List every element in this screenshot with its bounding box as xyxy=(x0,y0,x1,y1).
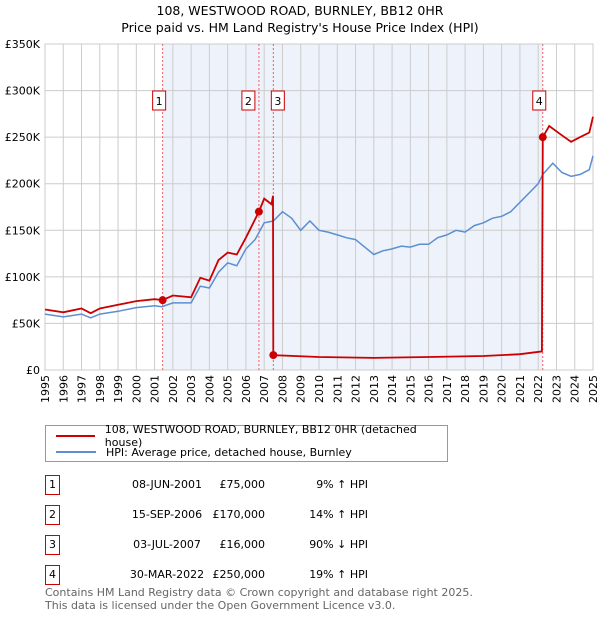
y-tick-label: £200K xyxy=(5,178,41,191)
x-tick-label: 2025 xyxy=(587,375,600,403)
sale-marker-box xyxy=(270,90,285,111)
chart-subtitle: Price paid vs. HM Land Registry's House … xyxy=(121,20,479,35)
x-tick-label: 2010 xyxy=(313,375,326,403)
sale-marker-number: 2 xyxy=(45,505,60,525)
legend-label-hpi: HPI: Average price, detached house, Burn… xyxy=(106,445,352,459)
x-tick-label: 2016 xyxy=(423,375,436,403)
x-tick-label: 2005 xyxy=(222,375,235,403)
sale-point xyxy=(269,351,278,360)
x-tick-label: 2017 xyxy=(441,375,454,403)
x-tick-label: 2020 xyxy=(496,375,509,403)
y-tick-label: £350K xyxy=(5,38,41,51)
y-tick-label: £250K xyxy=(5,131,41,144)
x-tick-label: 2018 xyxy=(459,375,472,403)
sale-point xyxy=(254,207,263,216)
sale-period-shade xyxy=(162,44,543,370)
chart-title: 108, WESTWOOD ROAD, BURNLEY, BB12 0HR xyxy=(156,3,444,18)
x-tick-label: 2014 xyxy=(386,375,399,403)
sale-marker-box xyxy=(241,90,256,111)
y-tick-label: £100K xyxy=(5,271,41,284)
x-tick-label: 2011 xyxy=(331,375,344,403)
sale-row: 3 03-JUL-2007 £16,000 90% ↓ HPI xyxy=(45,535,375,555)
x-tick-label: 2003 xyxy=(185,375,198,403)
sale-point xyxy=(158,296,167,305)
y-tick-label: £300K xyxy=(5,85,41,98)
x-tick-label: 2007 xyxy=(258,375,271,403)
legend: 108, WESTWOOD ROAD, BURNLEY, BB12 0HR (d… xyxy=(45,423,448,462)
x-tick-label: 2004 xyxy=(203,375,216,403)
y-tick-label: £50K xyxy=(12,317,41,330)
sale-hpi-diff: 19% ↑ HPI xyxy=(309,568,368,581)
x-tick-label: 2001 xyxy=(149,375,162,403)
x-tick-label: 2021 xyxy=(514,375,527,403)
footer-licence: This data is licensed under the Open Gov… xyxy=(45,599,396,612)
sale-row: 4 30-MAR-2022 £250,000 19% ↑ HPI xyxy=(45,565,375,585)
x-tick-label: 2022 xyxy=(532,375,545,403)
x-tick-label: 2000 xyxy=(130,375,143,403)
footer: Contains HM Land Registry data © Crown c… xyxy=(45,586,473,612)
x-tick-label: 2024 xyxy=(569,375,582,403)
legend-item-property: 108, WESTWOOD ROAD, BURNLEY, BB12 0HR (d… xyxy=(56,423,447,449)
sale-marker-box xyxy=(532,90,547,111)
x-tick-label: 2006 xyxy=(240,375,253,403)
x-tick-label: 1995 xyxy=(39,375,52,403)
x-tick-label: 2008 xyxy=(276,375,289,403)
x-tick-label: 1997 xyxy=(76,375,89,403)
sale-marker-box xyxy=(152,90,167,111)
hpi-line xyxy=(44,155,594,319)
sale-price: £170,000 xyxy=(212,508,266,521)
sale-price: £75,000 xyxy=(219,478,266,491)
sale-date: 30-MAR-2022 xyxy=(129,568,205,581)
x-tick-label: 2015 xyxy=(404,375,417,403)
sale-date: 03-JUL-2007 xyxy=(133,538,201,551)
sale-point xyxy=(538,133,547,142)
legend-swatch-property xyxy=(56,435,95,437)
x-tick-label: 2013 xyxy=(368,375,381,403)
sale-hpi-diff: 14% ↑ HPI xyxy=(309,508,368,521)
sale-price: £16,000 xyxy=(219,538,266,551)
x-tick-label: 2002 xyxy=(167,375,180,403)
sale-row: 1 08-JUN-2001 £75,000 9% ↑ HPI xyxy=(45,475,375,495)
sale-marker-label: 2 xyxy=(245,95,252,108)
sale-row: 2 15-SEP-2006 £170,000 14% ↑ HPI xyxy=(45,505,375,525)
sale-marker-label: 4 xyxy=(536,95,543,108)
y-tick-label: £0 xyxy=(26,364,40,377)
plot-border xyxy=(44,43,594,371)
x-tick-label: 1999 xyxy=(112,375,125,403)
sale-hpi-diff: 90% ↓ HPI xyxy=(309,538,368,551)
sale-date: 15-SEP-2006 xyxy=(131,508,203,521)
legend-label-property: 108, WESTWOOD ROAD, BURNLEY, BB12 0HR (d… xyxy=(104,423,417,449)
sale-hpi-diff: 9% ↑ HPI xyxy=(316,478,368,491)
sale-price: £250,000 xyxy=(212,568,266,581)
x-tick-label: 2009 xyxy=(295,375,308,403)
x-tick-label: 1996 xyxy=(57,375,70,403)
sale-marker-number: 4 xyxy=(45,565,60,585)
price-chart: £0 £50K £100K £150K £200K £250K £300K £350K 1995… xyxy=(5,38,600,403)
x-tick-label: 2019 xyxy=(477,375,490,403)
sale-marker-label: 3 xyxy=(274,95,281,108)
legend-swatch-hpi xyxy=(56,451,96,453)
sale-marker-label: 1 xyxy=(156,95,163,108)
x-tick-label: 1998 xyxy=(94,375,107,403)
sale-date: 08-JUN-2001 xyxy=(131,478,203,491)
y-tick-label: £150K xyxy=(5,224,41,237)
sale-marker-number: 1 xyxy=(45,475,60,495)
sale-marker-number: 3 xyxy=(45,535,60,555)
legend-item-hpi: HPI: Average price, detached house, Burn… xyxy=(56,444,352,460)
footer-copyright: Contains HM Land Registry data © Crown c… xyxy=(45,586,473,599)
x-tick-label: 2023 xyxy=(550,375,563,403)
x-tick-label: 2012 xyxy=(350,375,363,403)
